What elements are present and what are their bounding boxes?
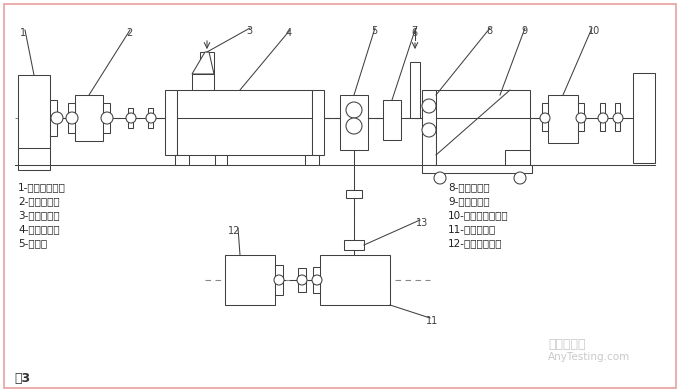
Circle shape <box>346 118 362 134</box>
Circle shape <box>66 112 78 124</box>
Bar <box>103 103 110 133</box>
Circle shape <box>297 275 307 285</box>
Bar <box>344 240 364 250</box>
Bar <box>505 150 530 165</box>
Text: AnyTesting.com: AnyTesting.com <box>548 352 630 362</box>
Circle shape <box>613 113 623 123</box>
Bar <box>50 100 57 136</box>
Circle shape <box>514 172 526 184</box>
Text: 3: 3 <box>246 26 252 36</box>
Circle shape <box>312 275 322 285</box>
Text: 2-齿轮减速器: 2-齿轮减速器 <box>18 196 60 206</box>
Text: 12: 12 <box>228 226 240 236</box>
Bar <box>422 90 436 165</box>
Bar <box>200 52 214 74</box>
Bar <box>305 155 319 165</box>
Bar <box>148 108 153 128</box>
Text: 4: 4 <box>286 28 292 38</box>
Bar <box>128 108 133 128</box>
Circle shape <box>598 113 608 123</box>
Circle shape <box>146 113 156 123</box>
Bar <box>542 103 548 131</box>
Circle shape <box>346 102 362 118</box>
Text: 2: 2 <box>126 28 132 38</box>
Text: 8: 8 <box>486 26 492 36</box>
Bar <box>298 268 306 292</box>
Text: 嘉峪检测网: 嘉峪检测网 <box>548 338 585 351</box>
Circle shape <box>126 113 136 123</box>
Text: 4-双螺杆筒体: 4-双螺杆筒体 <box>18 224 60 234</box>
Bar <box>18 75 50 170</box>
Text: 3-粉末下料器: 3-粉末下料器 <box>18 210 60 220</box>
Bar <box>68 103 75 133</box>
Bar <box>548 95 578 143</box>
Text: 1: 1 <box>20 28 26 38</box>
Circle shape <box>434 172 446 184</box>
Bar <box>346 190 362 198</box>
Bar <box>165 90 177 155</box>
Bar <box>75 95 103 141</box>
Bar <box>578 103 584 131</box>
Bar <box>410 62 420 118</box>
Bar <box>225 255 275 305</box>
Bar <box>175 155 189 165</box>
Text: 11-同步齿轮箱: 11-同步齿轮箱 <box>448 224 496 234</box>
Polygon shape <box>192 74 214 90</box>
Bar <box>177 90 312 155</box>
Bar <box>312 90 324 155</box>
Circle shape <box>101 112 113 124</box>
Circle shape <box>576 113 586 123</box>
Circle shape <box>540 113 550 123</box>
Circle shape <box>51 112 63 124</box>
Bar <box>313 267 320 293</box>
Text: 5-齿轮泵: 5-齿轮泵 <box>18 238 47 248</box>
Text: 11: 11 <box>426 316 438 326</box>
Text: 12-齿轮泵电动机: 12-齿轮泵电动机 <box>448 238 503 248</box>
Bar <box>383 100 401 140</box>
Text: 10: 10 <box>588 26 600 36</box>
Bar <box>340 95 368 150</box>
Bar <box>633 73 655 163</box>
Bar <box>215 155 227 165</box>
Circle shape <box>274 275 284 285</box>
Polygon shape <box>436 90 530 165</box>
Bar <box>275 265 283 295</box>
Text: 图3: 图3 <box>14 372 30 385</box>
Text: 9: 9 <box>521 26 527 36</box>
Bar <box>422 165 532 173</box>
Text: 13: 13 <box>416 218 428 228</box>
Text: 1-混炼机主电机: 1-混炼机主电机 <box>18 182 66 192</box>
Text: 9-水下切粒机: 9-水下切粒机 <box>448 196 490 206</box>
Text: 10-水下切粒电动机: 10-水下切粒电动机 <box>448 210 509 220</box>
Text: 7: 7 <box>411 26 418 36</box>
Polygon shape <box>192 52 214 74</box>
Text: 6: 6 <box>411 28 417 38</box>
Circle shape <box>422 123 436 137</box>
Circle shape <box>422 99 436 113</box>
Text: 8-颗粒水出口: 8-颗粒水出口 <box>448 182 490 192</box>
Bar <box>320 255 390 305</box>
Bar <box>615 103 620 131</box>
Text: 5: 5 <box>371 26 377 36</box>
Bar <box>600 103 605 131</box>
